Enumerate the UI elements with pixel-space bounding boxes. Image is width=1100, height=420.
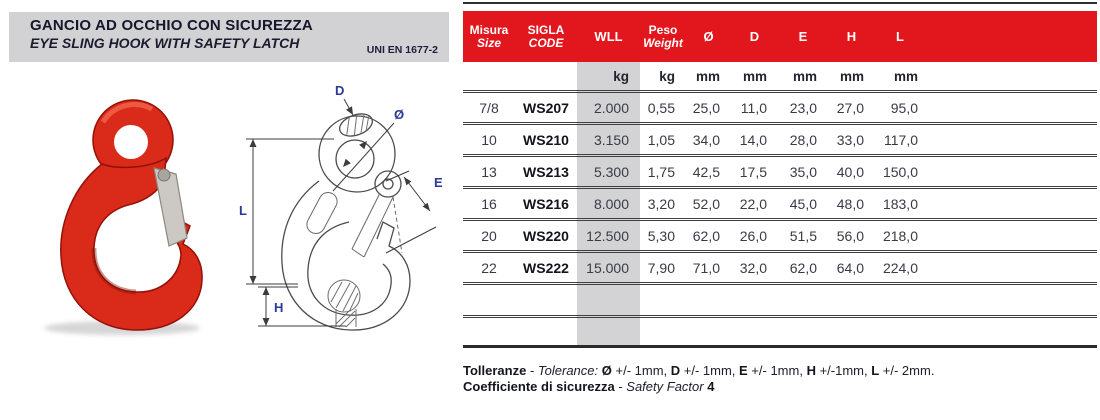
spec-table: Misura Size SIGLA CODE WLL Peso Weight Ø… <box>463 11 1097 348</box>
product-title-en: EYE SLING HOOK WITH SAFETY LATCH <box>30 35 300 51</box>
unit-wll: kg <box>577 62 640 93</box>
drawing-body-inner <box>307 221 392 316</box>
table-row: 10 WS210 3.150 1,05 34,0 14,0 28,0 33,0 … <box>463 123 1097 157</box>
col-header-misura: Misura Size <box>463 11 515 62</box>
hook-body <box>60 156 203 331</box>
dim-label-l: L <box>239 203 247 218</box>
safety-latch <box>153 167 188 247</box>
dim-label-h: H <box>274 300 283 315</box>
col-header-peso: Peso Weight <box>640 11 686 62</box>
drawing-section-d <box>339 113 373 137</box>
drawing-slot <box>306 192 338 234</box>
table-top-rule <box>463 2 1097 4</box>
col-header-e: E <box>778 11 828 62</box>
product-photo <box>44 99 203 335</box>
drawing-shank <box>335 309 357 328</box>
col-header-sigla: SIGLA CODE <box>515 11 577 62</box>
dim-h: H <box>258 286 346 327</box>
drawing-body-outline <box>281 180 411 331</box>
unit-e: mm <box>778 62 828 93</box>
drawing-section-h <box>327 279 361 313</box>
tolerance-note: Tolleranze - Tolerance: Ø +/- 1mm, D +/-… <box>463 363 935 378</box>
product-header: GANCIO AD OCCHIO CON SICUREZZA EYE SLING… <box>9 12 449 62</box>
standard-reference: UNI EN 1677-2 <box>366 44 438 56</box>
col-header-l: L <box>875 11 925 62</box>
unit-h: mm <box>828 62 875 93</box>
product-title-it: GANCIO AD OCCHIO CON SICUREZZA <box>30 17 313 34</box>
units-row: kg kg mm mm mm mm mm <box>463 62 1097 93</box>
dim-label-d: D <box>335 83 344 98</box>
unit-l: mm <box>875 62 925 93</box>
drawing-eye-hole <box>335 139 375 179</box>
table-row: 7/8 WS207 2.000 0,55 25,0 11,0 23,0 27,0… <box>463 91 1097 125</box>
drawing-latch <box>351 170 403 258</box>
dim-label-diameter: Ø <box>394 107 404 122</box>
unit-diameter: mm <box>686 62 731 93</box>
dim-d: D <box>335 83 354 116</box>
unit-d: mm <box>731 62 778 93</box>
technical-drawing: L H D Ø E <box>239 83 443 331</box>
dim-diameter: Ø <box>332 107 404 192</box>
dim-e: E <box>385 170 443 254</box>
col-header-d: D <box>731 11 778 62</box>
col-header-wll: WLL <box>577 11 640 62</box>
empty-row <box>463 316 1097 348</box>
table-row: 20 WS220 12.500 5,30 62,0 26,0 51,5 56,0… <box>463 219 1097 253</box>
empty-row <box>463 283 1097 318</box>
dim-label-e: E <box>434 175 443 190</box>
notes: Tolleranze - Tolerance: Ø +/- 1mm, D +/-… <box>463 363 934 395</box>
unit-peso: kg <box>640 62 686 93</box>
table-row: 22 WS222 15.000 7,90 71,0 32,0 62,0 64,0… <box>463 251 1097 285</box>
col-header-filler <box>925 11 1097 62</box>
col-header-h: H <box>828 11 875 62</box>
table-row: 13 WS213 5.300 1,75 42,5 17,5 35,0 40,0 … <box>463 155 1097 189</box>
safety-factor-note: Coefficiente di sicurezza - Safety Facto… <box>463 379 715 394</box>
dim-l: L <box>239 138 334 285</box>
table-header-row: Misura Size SIGLA CODE WLL Peso Weight Ø… <box>463 11 1097 62</box>
table-row: 16 WS216 8.000 3,20 52,0 22,0 45,0 48,0 … <box>463 187 1097 221</box>
hook-shading <box>91 247 137 295</box>
col-header-diameter: Ø <box>686 11 731 62</box>
